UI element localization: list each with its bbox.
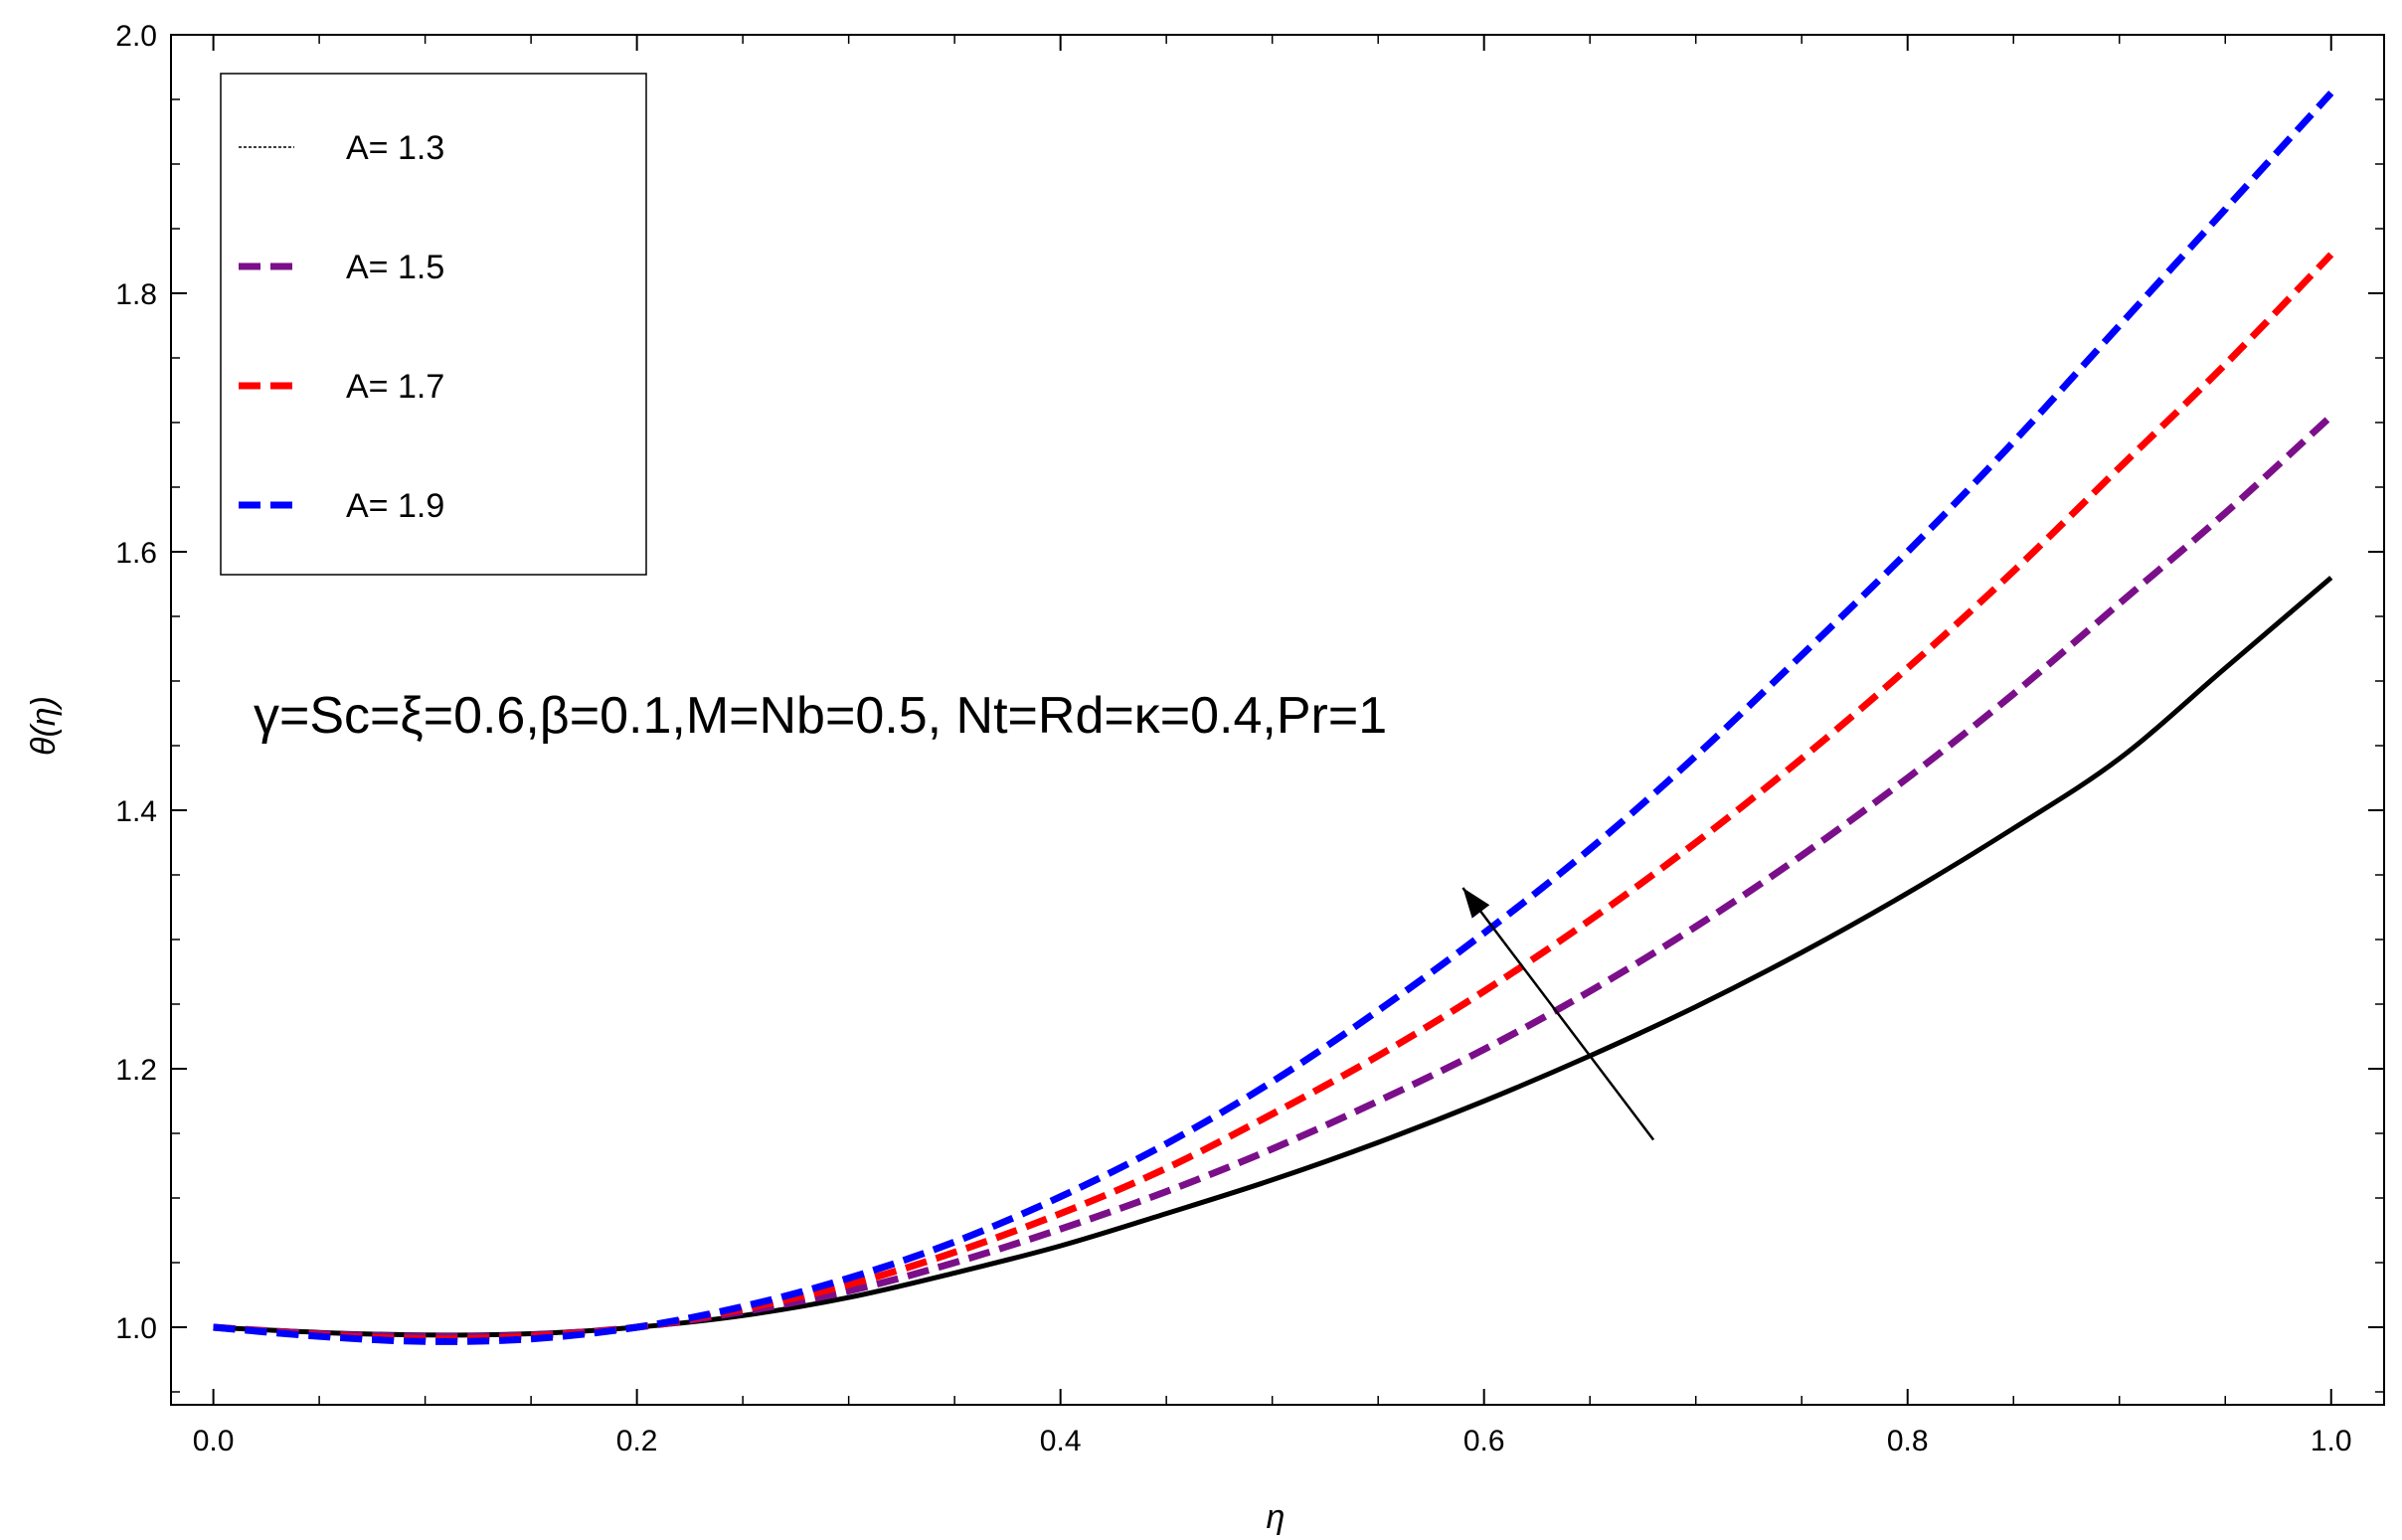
y-tick-label: 1.0 [115, 1312, 157, 1345]
y-tick-label: 1.6 [115, 537, 157, 570]
series-line-4 [213, 90, 2334, 1345]
legend: A= 1.3 A= 1.5 A= 1.7 A= 1.9 [220, 73, 647, 576]
axes: 0.0 0.2 0.4 0.6 0.8 1.0 1.0 1.2 1.4 1.6 1.8 2.0 [115, 20, 2385, 1457]
y-tick-label: 2.0 [115, 20, 157, 53]
legend-label-1: A= 1.3 [346, 129, 444, 167]
x-tick-label: 1.0 [2311, 1425, 2352, 1457]
x-tick-label: 0.2 [616, 1425, 658, 1457]
x-tick-label: 0.8 [1887, 1425, 1929, 1457]
series-line-3 [213, 252, 2334, 1343]
y-tick-label: 1.8 [115, 278, 157, 311]
legend-label-2: A= 1.5 [346, 249, 444, 286]
legend-label-3: A= 1.7 [346, 368, 444, 406]
arrow [1461, 887, 1655, 1141]
x-tick-label: 0.0 [193, 1425, 235, 1457]
y-tick-label: 1.2 [115, 1054, 157, 1087]
arrow-shaft [1461, 887, 1655, 1141]
y-tick-label: 1.4 [115, 795, 157, 828]
x-tick-label: 0.6 [1463, 1425, 1505, 1457]
plot-frame [170, 34, 2385, 1406]
parameter-annotation: γ=Sc=ξ=0.6,β=0.1,M=Nb=0.5, Nt=Rd=κ=0.4,P… [254, 687, 1387, 745]
x-axis-title: η [1267, 1498, 1286, 1535]
plot-area [213, 90, 2334, 1345]
x-tick-label: 0.4 [1040, 1425, 1082, 1457]
y-axis-title: θ(η) [25, 696, 63, 756]
legend-box [220, 73, 647, 576]
legend-label-4: A= 1.9 [346, 487, 444, 525]
arrow-head [1462, 888, 1490, 919]
